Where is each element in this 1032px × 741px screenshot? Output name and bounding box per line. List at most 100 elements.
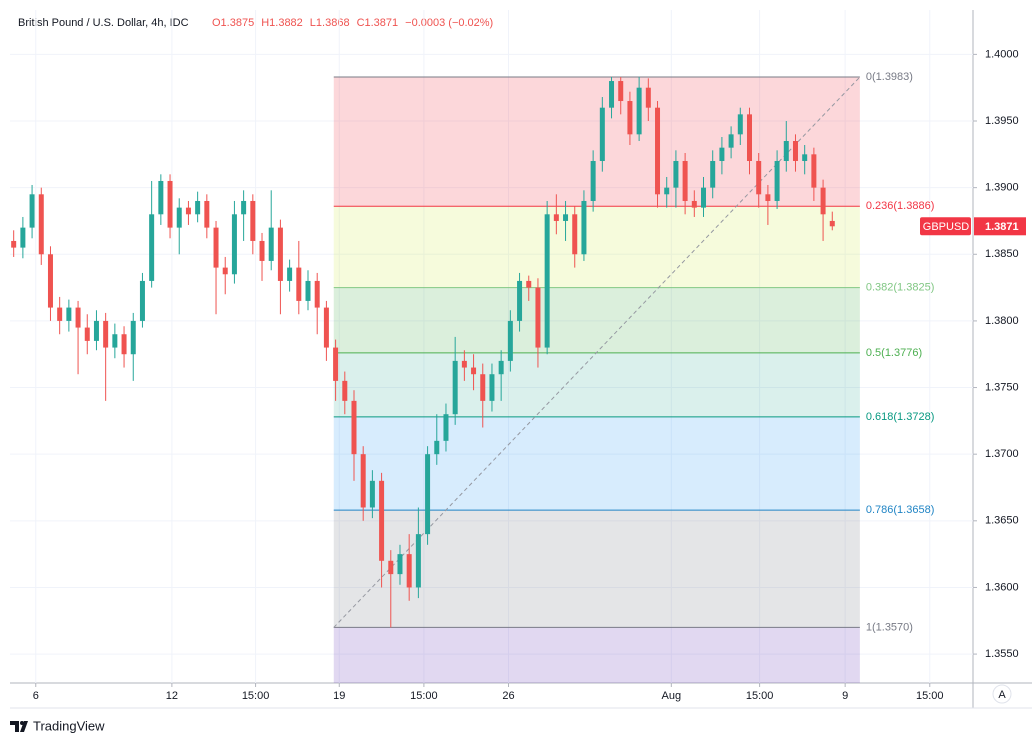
change-value: −0.0003 (−0.02%) xyxy=(405,17,493,29)
candle-body xyxy=(802,154,808,161)
candle-body xyxy=(618,81,624,102)
x-tick-label: 26 xyxy=(502,690,514,702)
candle-body xyxy=(719,147,725,161)
fib-label: 0(1.3983) xyxy=(866,71,913,83)
candle-body xyxy=(29,194,35,228)
y-tick-label: 1.3550 xyxy=(985,648,1019,660)
candle-body xyxy=(93,320,99,341)
candle-body xyxy=(323,307,329,348)
candle-body xyxy=(811,154,817,188)
ohlc-header: O1.3875 H1.3882 L1.3868 C1.3871 −0.0003 (−0.… xyxy=(212,17,493,29)
ohlc-value: L1.3868 xyxy=(310,17,350,29)
symbol-tag-label: GBPUSD xyxy=(923,221,970,233)
candle-body xyxy=(590,160,596,201)
candle-body xyxy=(563,214,569,221)
candle-body xyxy=(388,560,394,575)
candle-body xyxy=(434,440,440,455)
candle-body xyxy=(195,200,201,215)
x-tick-label: Aug xyxy=(662,690,682,702)
candle-body xyxy=(333,347,339,381)
fib-label: 1(1.3570) xyxy=(866,621,913,633)
fib-trend-line xyxy=(333,76,861,628)
candle-body xyxy=(20,227,26,248)
fib-label: 0.786(1.3658) xyxy=(866,504,935,516)
fib-label: 0.618(1.3728) xyxy=(866,411,935,423)
x-tick-label: 19 xyxy=(333,690,345,702)
y-tick-label: 1.3650 xyxy=(985,515,1019,527)
auto-scale-label[interactable]: A xyxy=(998,689,1006,701)
fib-band xyxy=(333,510,860,628)
candle-body xyxy=(443,414,449,441)
chart-title: British Pound / U.S. Dollar, 4h, IDC xyxy=(18,17,189,29)
candle-body xyxy=(774,160,780,201)
auto-scale-button[interactable] xyxy=(992,684,1012,704)
candle-body xyxy=(517,280,523,321)
candle-body xyxy=(480,374,486,401)
x-tick-label: 9 xyxy=(842,690,848,702)
candle-body xyxy=(599,107,605,161)
candle-body xyxy=(489,374,495,401)
candle-body xyxy=(498,360,504,375)
fib-label: 0.382(1.3825) xyxy=(866,282,935,294)
candle-body xyxy=(250,200,256,241)
candle-body xyxy=(691,200,697,208)
y-tick-label: 1.3800 xyxy=(985,315,1019,327)
candle-body xyxy=(581,200,587,255)
candle-body xyxy=(112,334,118,348)
brand-logo xyxy=(10,721,28,732)
candle-body xyxy=(84,327,90,341)
candle-body xyxy=(471,367,477,375)
ohlc-value: C1.3871 xyxy=(357,17,399,29)
fib-band xyxy=(333,352,860,417)
x-tick-label: 12 xyxy=(166,690,178,702)
candle-body xyxy=(406,554,412,588)
candle-body xyxy=(415,534,421,588)
candle-body xyxy=(305,280,311,301)
candle-body xyxy=(820,187,826,215)
candle-body xyxy=(75,307,81,328)
candle-body xyxy=(379,480,385,561)
y-tick-label: 1.3950 xyxy=(985,115,1019,127)
fib-label: 0.5(1.3776) xyxy=(866,347,922,359)
candle-body xyxy=(369,480,375,508)
candle-body xyxy=(673,160,679,188)
candle-body xyxy=(139,280,145,321)
symbol-tag xyxy=(920,217,971,236)
candle-body xyxy=(287,267,293,281)
candle-body xyxy=(627,101,633,135)
candle-body xyxy=(204,200,210,228)
candle-body xyxy=(213,227,219,268)
fib-label: 0.236(1.3886) xyxy=(866,200,935,212)
candle-body xyxy=(783,141,789,161)
candle-body xyxy=(158,180,164,215)
candle-body xyxy=(507,320,513,361)
plot xyxy=(10,10,973,683)
candle-body xyxy=(222,267,228,275)
candle-body xyxy=(241,200,247,215)
ohlc-value: H1.3882 xyxy=(261,17,303,29)
price-tag xyxy=(974,217,1026,236)
candle-body xyxy=(664,187,670,195)
candle-body xyxy=(609,81,615,108)
candle-body xyxy=(176,207,182,228)
candle-body xyxy=(792,141,798,161)
candle-body xyxy=(130,320,136,355)
candle-body xyxy=(765,194,771,201)
y-tick-label: 1.3750 xyxy=(985,381,1019,393)
candle-body xyxy=(572,214,578,255)
x-tick-label: 15:00 xyxy=(916,690,944,702)
candle-body xyxy=(296,267,302,301)
candle-body xyxy=(452,360,458,415)
fib-band xyxy=(333,77,860,207)
candle-body xyxy=(268,227,274,261)
candle-body xyxy=(38,194,44,255)
y-tick-label: 1.3700 xyxy=(985,448,1019,460)
fib-band xyxy=(333,416,860,511)
candle-body xyxy=(746,114,752,161)
candle-body xyxy=(66,307,72,321)
y-tick-label: 1.4000 xyxy=(985,48,1019,60)
x-tick-label: 6 xyxy=(33,690,39,702)
candle-body xyxy=(342,380,348,401)
candle-body xyxy=(710,160,716,188)
candle-body xyxy=(544,214,550,348)
